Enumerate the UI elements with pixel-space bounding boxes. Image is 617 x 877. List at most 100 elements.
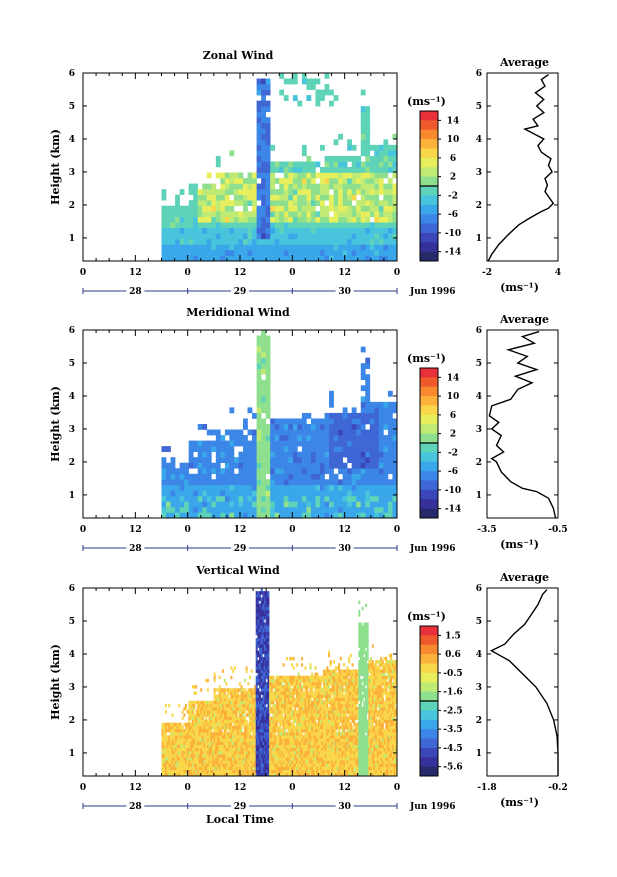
colorbar-swatch (420, 481, 438, 491)
heatmap-cell (266, 424, 271, 430)
heatmap-cell (311, 501, 316, 507)
heatmap-cell (198, 228, 203, 234)
heatmap-cell (356, 413, 361, 419)
heatmap-cell (267, 763, 269, 766)
heatmap-cell (202, 228, 207, 234)
heatmap-cell (248, 222, 253, 228)
heatmap-cell (370, 413, 375, 419)
heatmap-cell (244, 716, 246, 719)
heatmap-cell (238, 512, 243, 518)
heatmap-cell (388, 217, 393, 223)
heatmap-cell (180, 763, 182, 766)
heatmap-cell (185, 707, 187, 710)
heatmap-cell (347, 200, 352, 206)
heatmap-cell (284, 468, 289, 474)
heatmap-cell (334, 507, 339, 513)
heatmap-cell (352, 195, 357, 201)
heatmap-cell (238, 501, 243, 507)
heatmap-cell (189, 228, 194, 234)
heatmap-cell (315, 418, 320, 424)
heatmap-cell (270, 512, 275, 518)
heatmap-cell (347, 173, 352, 179)
heatmap-cell (274, 707, 276, 710)
heatmap-cell (288, 222, 293, 228)
heatmap-cell (352, 446, 357, 452)
heatmap-cell (334, 195, 339, 201)
heatmap-cell (284, 206, 289, 212)
heatmap-cell (248, 441, 253, 447)
heatmap-cell (315, 211, 320, 217)
heatmap-cell (184, 250, 189, 256)
heatmap-cell (180, 748, 182, 751)
heatmap-cell (207, 479, 212, 485)
heatmap-cell (266, 244, 271, 250)
heatmap-cell (244, 735, 246, 738)
heatmap-cell (383, 139, 388, 145)
heatmap-cell (306, 701, 308, 704)
heatmap-cell (388, 485, 393, 491)
heatmap-cell (257, 424, 262, 430)
heatmap-cell (216, 430, 221, 436)
heatmap-cell (315, 441, 320, 447)
heatmap-cell (225, 490, 230, 496)
heatmap-cell (225, 446, 230, 452)
heatmap-cell (193, 474, 198, 480)
heatmap-cell (243, 424, 248, 430)
heatmap-cell (259, 685, 261, 688)
heatmap-cell (225, 233, 230, 239)
heatmap-cell (343, 424, 348, 430)
heatmap-cell (220, 474, 225, 480)
heatmap-cell (188, 716, 190, 719)
heatmap-cell (211, 211, 216, 217)
heatmap-cell (315, 200, 320, 206)
heatmap-cell (175, 222, 180, 228)
heatmap-cell (180, 757, 182, 760)
heatmap-cell (210, 729, 212, 732)
heatmap-cell (325, 73, 330, 79)
heatmap-cell (315, 446, 320, 452)
heatmap-cell (379, 228, 384, 234)
heatmap-cell (220, 512, 225, 518)
heatmap-cell (175, 217, 180, 223)
heatmap-cell (269, 704, 271, 707)
heatmap-cell (352, 430, 357, 436)
heatmap-cell (320, 474, 325, 480)
heatmap-cell (234, 178, 239, 184)
heatmap-cell (252, 206, 257, 212)
heatmap-cell (297, 424, 302, 430)
heatmap-cell (220, 233, 225, 239)
heatmap-cell (166, 239, 171, 245)
heatmap-cell (306, 195, 311, 201)
heatmap-cell (361, 217, 366, 223)
heatmap-cell (257, 139, 262, 145)
heatmap-cell (225, 250, 230, 256)
colorbar-swatch (420, 509, 438, 519)
heatmap-cell (284, 485, 289, 491)
heatmap-cell (306, 413, 311, 419)
heatmap-cell (321, 751, 323, 754)
heatmap-cell (383, 239, 388, 245)
heatmap-cell (193, 233, 198, 239)
heatmap-cell (320, 239, 325, 245)
heatmap-cell (365, 239, 370, 245)
heatmap-cell (388, 496, 393, 502)
heatmap-cell (365, 150, 370, 156)
heatmap-cell (229, 463, 234, 469)
heatmap-cell (306, 698, 308, 701)
heatmap-cell (236, 738, 238, 741)
heatmap-cell (361, 195, 366, 201)
heatmap-cell (266, 150, 271, 156)
heatmap-cell (257, 385, 262, 391)
heatmap-cell (204, 713, 206, 716)
heatmap-cell (188, 760, 190, 763)
heatmap-cell (370, 200, 375, 206)
heatmap-cell (365, 512, 370, 518)
heatmap-cell (284, 418, 289, 424)
heatmap-cell (238, 244, 243, 250)
heatmap-cell (227, 707, 229, 710)
heatmap-cell (165, 751, 167, 754)
heatmap-cell (379, 501, 384, 507)
heatmap-cell (361, 435, 366, 441)
heatmap-cell (320, 255, 325, 261)
heatmap-cell (252, 479, 257, 485)
